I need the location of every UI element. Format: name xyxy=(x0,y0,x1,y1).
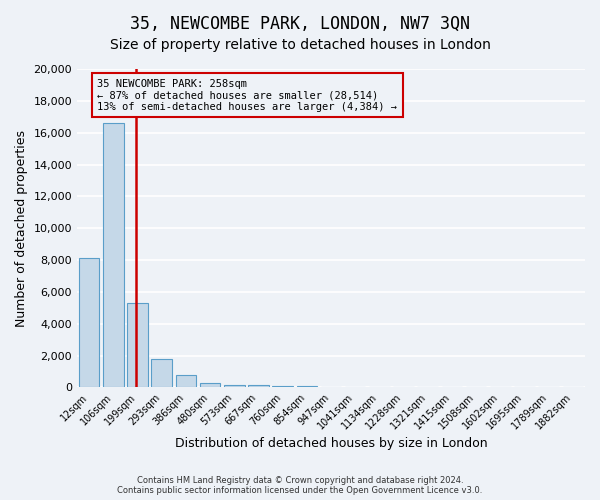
Bar xyxy=(127,303,148,388)
Bar xyxy=(224,384,245,388)
Bar xyxy=(176,376,196,388)
Y-axis label: Number of detached properties: Number of detached properties xyxy=(15,130,28,326)
Text: 35, NEWCOMBE PARK, LONDON, NW7 3QN: 35, NEWCOMBE PARK, LONDON, NW7 3QN xyxy=(130,15,470,33)
Bar xyxy=(248,384,269,388)
Bar xyxy=(103,123,124,388)
Bar xyxy=(200,382,220,388)
Bar xyxy=(151,360,172,388)
Bar xyxy=(272,386,293,388)
Text: Size of property relative to detached houses in London: Size of property relative to detached ho… xyxy=(110,38,490,52)
Bar xyxy=(296,386,317,388)
X-axis label: Distribution of detached houses by size in London: Distribution of detached houses by size … xyxy=(175,437,487,450)
Text: Contains HM Land Registry data © Crown copyright and database right 2024.
Contai: Contains HM Land Registry data © Crown c… xyxy=(118,476,482,495)
Bar xyxy=(79,258,100,388)
Text: 35 NEWCOMBE PARK: 258sqm
← 87% of detached houses are smaller (28,514)
13% of se: 35 NEWCOMBE PARK: 258sqm ← 87% of detach… xyxy=(97,78,397,112)
